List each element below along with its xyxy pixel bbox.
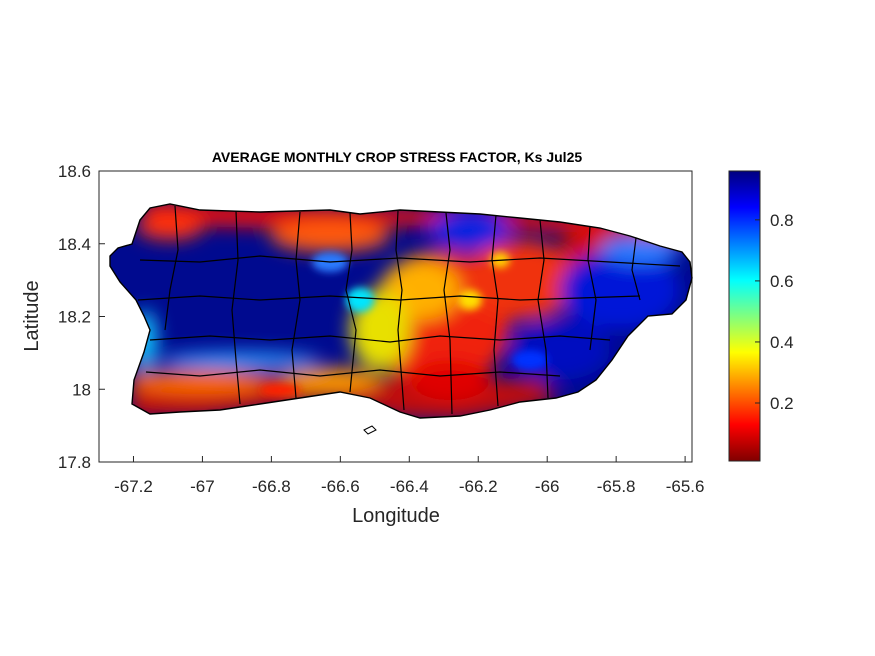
colorbar-tick-label: 0.8 xyxy=(770,211,794,230)
y-tick-label: 17.8 xyxy=(58,453,91,472)
y-tick-label: 18.6 xyxy=(58,162,91,181)
y-tick-label: 18.4 xyxy=(58,235,91,254)
x-tick-label: -66 xyxy=(535,477,560,496)
municipal-boundaries xyxy=(109,203,693,419)
stress-field xyxy=(110,204,692,418)
y-tick-label: 18 xyxy=(72,380,91,399)
map-title: AVERAGE MONTHLY CROP STRESS FACTOR, Ks J… xyxy=(212,149,583,165)
x-tick-label: -66.2 xyxy=(459,477,498,496)
y-tick-label: 18.2 xyxy=(58,308,91,327)
colorbar-tick-label: 0.6 xyxy=(770,272,794,291)
x-tick-label: -67 xyxy=(190,477,215,496)
x-tick-label: -65.8 xyxy=(597,477,636,496)
x-axis: -67.2 -67 -66.8 -66.6 -66.4 -66.2 -66 -65.8 -65.… xyxy=(114,456,704,496)
x-tick-label: -66.6 xyxy=(321,477,360,496)
x-tick-label: -66.4 xyxy=(390,477,429,496)
colorbar-tick-label: 0.2 xyxy=(770,394,794,413)
x-axis-label: Longitude xyxy=(352,505,440,527)
islet xyxy=(363,425,377,435)
x-tick-label: -66.8 xyxy=(252,477,291,496)
y-axis-label: Latitude xyxy=(21,280,43,351)
x-tick-label: -67.2 xyxy=(114,477,153,496)
colorbar xyxy=(728,170,761,462)
colorbar-tick-label: 0.4 xyxy=(770,333,794,352)
colorbar-ticks: 0.2 0.4 0.6 0.8 xyxy=(755,211,794,413)
x-tick-label: -65.6 xyxy=(666,477,705,496)
y-axis: 17.8 18 18.2 18.4 18.6 xyxy=(58,162,105,472)
